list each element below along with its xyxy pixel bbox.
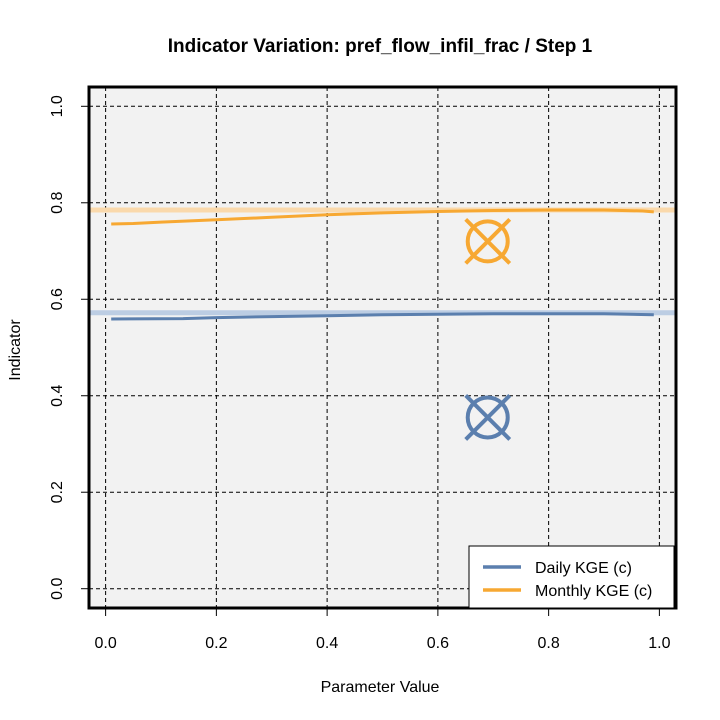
- current-point-daily: [464, 394, 512, 441]
- plot-frame: [87, 85, 678, 610]
- series-line-daily: [111, 312, 654, 321]
- legend-label-monthly: Monthly KGE (c): [535, 583, 652, 600]
- legend: Daily KGE (c) Monthly KGE (c): [468, 545, 675, 609]
- y-tick-label: 0.6: [49, 288, 66, 310]
- legend-box: [468, 545, 675, 609]
- y-tick-label: 0.4: [49, 385, 66, 407]
- y-tick-label: 0.0: [49, 577, 66, 599]
- y-axis-label: Indicator: [7, 319, 24, 381]
- series-line-monthly: [111, 208, 654, 226]
- y-axis: 0.0 0.2 0.4 0.6 0.8 1.0: [49, 95, 89, 600]
- y-tick-label: 0.2: [49, 481, 66, 503]
- series-lines: [111, 208, 654, 321]
- x-tick-label: 0.8: [538, 635, 560, 652]
- y-tick-label: 0.8: [49, 192, 66, 214]
- chart-title: Indicator Variation: pref_flow_infil_fra…: [168, 36, 593, 57]
- x-axis: 0.0 0.2 0.4 0.6 0.8 1.0: [94, 608, 671, 652]
- marker-circle: [465, 219, 510, 264]
- marker-cross: [464, 394, 512, 441]
- x-tick-label: 1.0: [648, 635, 670, 652]
- x-tick-label: 0.2: [205, 635, 227, 652]
- legend-label-daily: Daily KGE (c): [535, 560, 632, 577]
- x-tick-label: 0.6: [427, 635, 449, 652]
- marker-circle: [465, 395, 510, 440]
- grid: [89, 87, 676, 608]
- current-point-monthly: [464, 217, 512, 265]
- marker-cross: [464, 217, 512, 265]
- x-axis-label: Parameter Value: [321, 679, 440, 696]
- x-tick-label: 0.0: [94, 635, 116, 652]
- x-tick-label: 0.4: [316, 635, 338, 652]
- y-tick-label: 1.0: [49, 95, 66, 117]
- current-markers: [464, 217, 512, 441]
- plot-background: [89, 87, 676, 608]
